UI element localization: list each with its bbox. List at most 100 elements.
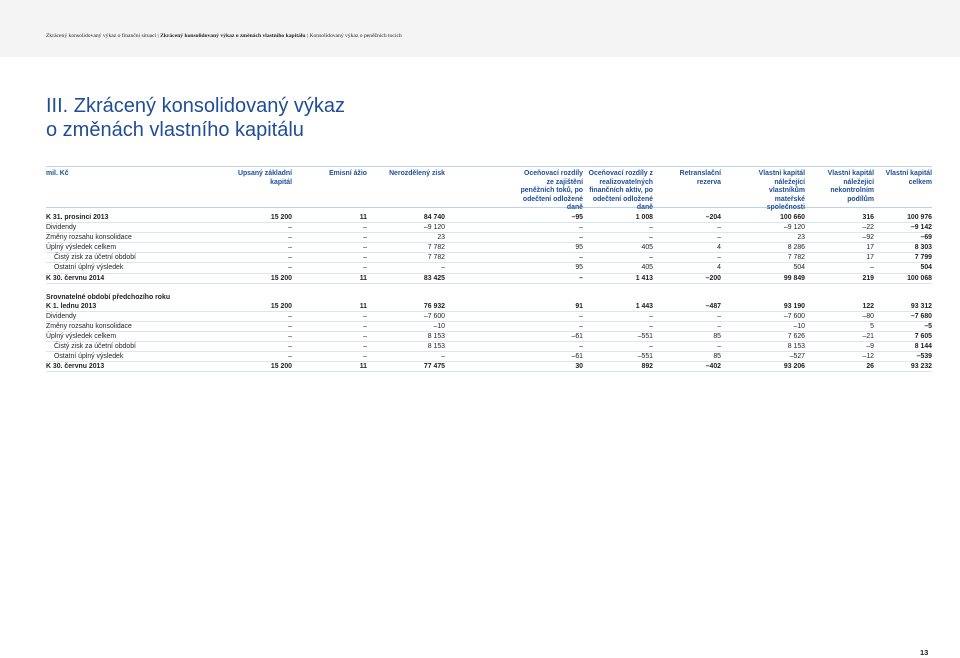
table-cell: 1 008 [583, 212, 653, 224]
table-cell: 405 [583, 242, 653, 254]
table-cell: –80 [805, 311, 874, 322]
table-cell: – [292, 341, 367, 353]
col-header-retained-earnings: Nerozdělený zisk [389, 170, 445, 177]
table-row: K 30. červnu 2014 15 200 11 83 425–1 413 –20… [46, 273, 932, 284]
row-label: Dividendy [46, 222, 226, 234]
table-cell: 83 425 [367, 273, 445, 284]
table-cell: 7 626 [721, 331, 805, 343]
col-header-translation-reserve: Retranslační rezerva [679, 170, 721, 186]
table-cell: 4 [653, 242, 721, 254]
table-cell: – [226, 311, 292, 322]
col-header-share-capital: Upsaný základní kapitál [238, 170, 292, 186]
breadcrumb-link-financial-position[interactable]: Zkrácený konsolidovaný výkaz o finanční … [46, 33, 159, 39]
table-cell: – [292, 311, 367, 322]
table-top-rule [46, 166, 932, 167]
col-header-equity-parent: Vlastní kapitál náležející vlastníkům ma… [758, 170, 805, 212]
table-cell: 8 153 [721, 341, 805, 353]
table-cell: 15 200 [226, 212, 292, 224]
table-row: Úplný výsledek celkem – –7 782 95 405 4 8 286 1… [46, 242, 932, 254]
table-cell: – [445, 232, 583, 244]
table-cell: 85 [653, 351, 721, 363]
page-title: III. Zkrácený konsolidovaný výkaz o změn… [46, 94, 345, 142]
table-cell: – [226, 351, 292, 363]
table-cell: – [226, 321, 292, 333]
table-cell: 100 660 [721, 212, 805, 224]
table-cell: – [653, 252, 721, 264]
table-cell: 504 [721, 262, 805, 274]
table-cell: –61 [445, 351, 583, 363]
table-cell: 11 [292, 301, 367, 312]
table-cell: –10 [721, 321, 805, 333]
table-cell: – [292, 242, 367, 254]
table-cell: – [653, 321, 721, 333]
table-cell: –5 [874, 321, 932, 333]
table-cell: 316 [805, 212, 874, 224]
table-cell: –200 [653, 273, 721, 284]
table-cell: 15 200 [226, 361, 292, 373]
breadcrumb-link-cash-flows[interactable]: | Konsolidovaný výkaz o peněžních tocích [306, 33, 402, 39]
table-cell: – [226, 331, 292, 343]
table-cell: 7 605 [874, 331, 932, 343]
table-cell: – [226, 262, 292, 274]
table-row: K 31. prosinci 2013 15 200 11 84 740 –95 1 00… [46, 212, 932, 224]
row-label: Dividendy [46, 311, 226, 322]
table-cell: –21 [805, 331, 874, 343]
row-label: K 31. prosinci 2013 [46, 212, 226, 224]
row-label: Čistý zisk za účetní období [46, 252, 226, 264]
col-header-non-controlling: Vlastní kapitál náležející nekontrolním … [827, 170, 874, 203]
table-cell: 11 [292, 361, 367, 373]
page-title-line-2: o změnách vlastního kapitálu [46, 119, 304, 141]
col-header-cash-flow-hedge: Oceňovací rozdíly ze zajištění peněžních… [520, 170, 583, 212]
table-cell: – [292, 232, 367, 244]
table-cell: – [445, 341, 583, 353]
table-cell: – [445, 321, 583, 333]
table-cell: 93 312 [874, 301, 932, 312]
col-header-unit: mil. Kč [46, 170, 69, 177]
table-cell: 23 [367, 232, 445, 244]
table-cell: 1 443 [583, 301, 653, 312]
table-cell: 100 976 [874, 212, 932, 224]
table-cell: 17 [805, 252, 874, 264]
table-cell: 84 740 [367, 212, 445, 224]
table-cell: – [583, 222, 653, 234]
table-cell: –92 [805, 232, 874, 244]
page-title-line-1: III. Zkrácený konsolidovaný výkaz [46, 95, 346, 117]
section-header-row: Srovnatelné období předchozího roku [46, 283, 932, 302]
row-label: K 30. červnu 2013 [46, 361, 226, 373]
table-cell: – [653, 341, 721, 353]
table-cell: 11 [292, 273, 367, 284]
table-cell: –487 [653, 301, 721, 312]
table-cell: 7 799 [874, 252, 932, 264]
table-cell: – [292, 331, 367, 343]
table-row: Dividendy – – –7 600– – – –7 600 –80 –7 680 [46, 311, 932, 322]
table-cell: 95 [445, 262, 583, 274]
table-row: Ostatní úplný výsledek – – –95 405 4 504–504 [46, 262, 932, 274]
table-cell: –7 600 [721, 311, 805, 322]
table-row: Čistý zisk za účetní období – –7 782– – –7 7… [46, 252, 932, 264]
table-cell: 23 [721, 232, 805, 244]
table-row: Ostatní úplný výsledek – – – –61 –551 85 –527 –1… [46, 351, 932, 363]
table-cell: – [292, 262, 367, 274]
table-cell: –402 [653, 361, 721, 373]
row-label: Čistý zisk za účetní období [46, 341, 226, 353]
table-cell: 7 782 [367, 242, 445, 254]
breadcrumb: Zkrácený konsolidovaný výkaz o finanční … [46, 33, 402, 39]
row-label: Změny rozsahu konsolidace [46, 321, 226, 333]
table-cell: 892 [583, 361, 653, 373]
table-cell: – [367, 262, 445, 274]
table-cell: – [445, 311, 583, 322]
table-row: K 30. červnu 2013 15 200 11 77 475 30 892 –402… [46, 361, 932, 373]
table-cell: 219 [805, 273, 874, 284]
table-cell: 8 286 [721, 242, 805, 254]
table-cell: – [292, 222, 367, 234]
table-cell: – [226, 222, 292, 234]
table-cell: 26 [805, 361, 874, 373]
table-cell: –7 600 [367, 311, 445, 322]
table-cell: –22 [805, 222, 874, 234]
col-header-total-equity: Vlastní kapitál celkem [885, 170, 932, 186]
table-cell: – [583, 252, 653, 264]
table-cell: – [226, 242, 292, 254]
table-cell: –95 [445, 212, 583, 224]
table-cell: – [653, 311, 721, 322]
header-row: mil. Kč Upsaný základní kapitál Emisní á… [46, 168, 932, 213]
